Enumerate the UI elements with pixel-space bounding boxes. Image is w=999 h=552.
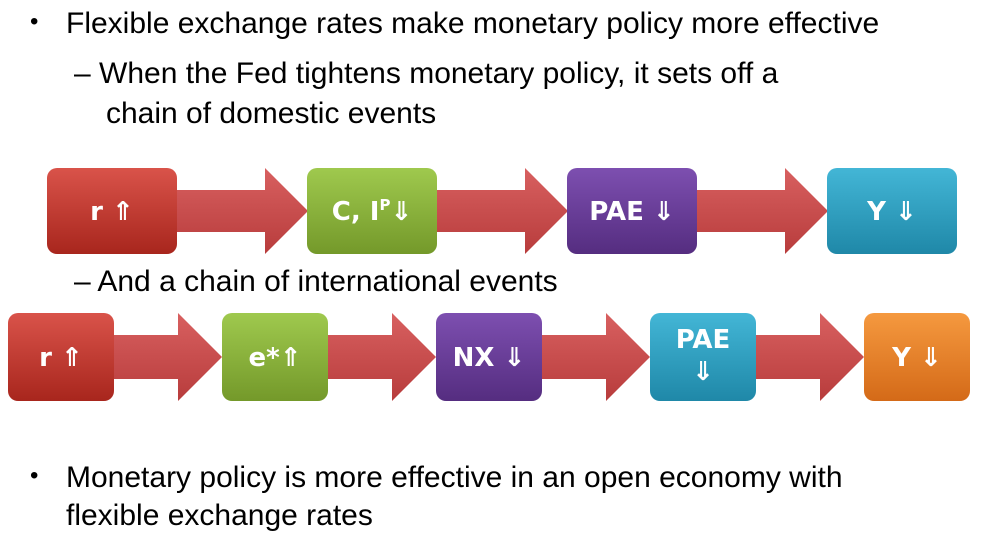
- bullet-last-line1: Monetary policy is more effective in an …: [66, 461, 843, 494]
- box-international-pae-label-1: PAE: [676, 325, 731, 355]
- arrow-international-1: [110, 313, 222, 401]
- box-international-exchange-rate: e*⇑: [222, 313, 328, 401]
- bullet-first: Flexible exchange rates make monetary po…: [66, 7, 880, 40]
- box-domestic-ci-sup: P: [379, 196, 390, 214]
- bullet-dot: •: [30, 462, 39, 489]
- bullet-dot: •: [30, 8, 39, 35]
- box-domestic-ci-arrow: ⇓: [390, 197, 412, 227]
- box-international-y-label: Y ⇓: [891, 343, 942, 373]
- bullet-last-line2: flexible exchange rates: [66, 499, 373, 532]
- box-international-nx: NX ⇓: [436, 313, 542, 401]
- box-domestic-ci-label: C, IP⇓: [332, 196, 412, 227]
- box-domestic-consumption-investment: C, IP⇓: [307, 168, 437, 254]
- box-international-y: Y ⇓: [864, 313, 970, 401]
- sub-bullet-international: – And a chain of international events: [74, 265, 558, 298]
- arrow-domestic-2: [420, 168, 568, 254]
- box-international-nx-label: NX ⇓: [453, 343, 526, 373]
- box-domestic-y-label: Y ⇓: [866, 197, 917, 227]
- arrow-international-2: [322, 313, 436, 401]
- box-international-r: r ⇑: [8, 313, 114, 401]
- box-domestic-r-label: r ⇑: [90, 197, 134, 227]
- box-domestic-pae: PAE ⇓: [567, 168, 697, 254]
- box-international-pae-label-2: ⇓: [692, 357, 714, 387]
- box-domestic-pae-label: PAE ⇓: [589, 197, 674, 227]
- box-domestic-ci-main: C, I: [332, 197, 380, 227]
- box-international-e-label: e*⇑: [248, 343, 301, 373]
- box-international-pae: PAE ⇓: [650, 313, 756, 401]
- arrow-international-4: [752, 313, 864, 401]
- box-domestic-y: Y ⇓: [827, 168, 957, 254]
- box-international-r-label: r ⇑: [39, 343, 83, 373]
- sub-bullet-domestic-line1: – When the Fed tightens monetary policy,…: [74, 57, 779, 90]
- arrow-international-3: [538, 313, 650, 401]
- arrow-domestic-3: [680, 168, 828, 254]
- box-domestic-r: r ⇑: [47, 168, 177, 254]
- arrow-domestic-1: [160, 168, 308, 254]
- sub-bullet-domestic-line2: chain of domestic events: [106, 97, 437, 130]
